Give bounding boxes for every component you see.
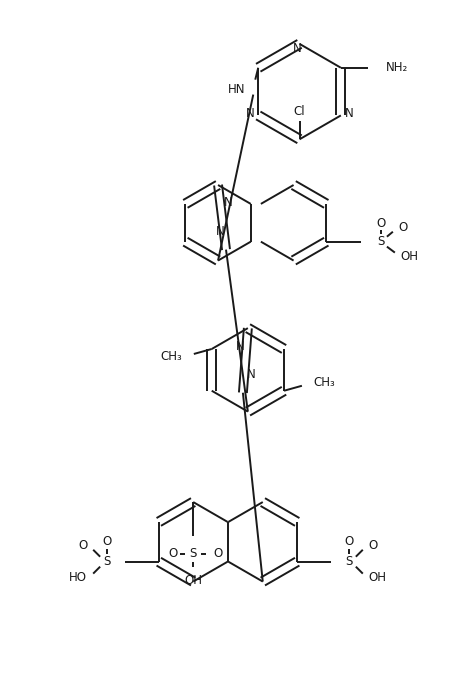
Text: O: O — [398, 221, 407, 235]
Text: O: O — [78, 540, 87, 552]
Text: O: O — [102, 535, 111, 549]
Text: CH₃: CH₃ — [313, 376, 335, 389]
Text: OH: OH — [400, 250, 418, 263]
Text: HO: HO — [69, 571, 87, 584]
Text: N: N — [235, 339, 244, 352]
Text: O: O — [212, 547, 222, 560]
Text: HN: HN — [227, 83, 245, 96]
Text: O: O — [368, 540, 377, 552]
Text: O: O — [376, 217, 385, 230]
Text: CH₃: CH₃ — [160, 350, 181, 364]
Text: S: S — [189, 547, 197, 560]
Text: O: O — [168, 547, 178, 560]
Text: S: S — [345, 555, 352, 568]
Text: O: O — [344, 535, 353, 549]
Text: OH: OH — [184, 574, 202, 586]
Text: N: N — [293, 43, 301, 55]
Text: N: N — [246, 369, 255, 381]
Text: NH₂: NH₂ — [385, 61, 407, 74]
Text: S: S — [103, 555, 110, 568]
Text: Cl: Cl — [293, 105, 305, 118]
Text: N: N — [245, 107, 254, 120]
Text: N: N — [223, 196, 232, 209]
Text: S: S — [377, 235, 384, 248]
Text: N: N — [344, 107, 353, 120]
Text: OH: OH — [368, 571, 386, 584]
Text: N: N — [215, 225, 224, 238]
